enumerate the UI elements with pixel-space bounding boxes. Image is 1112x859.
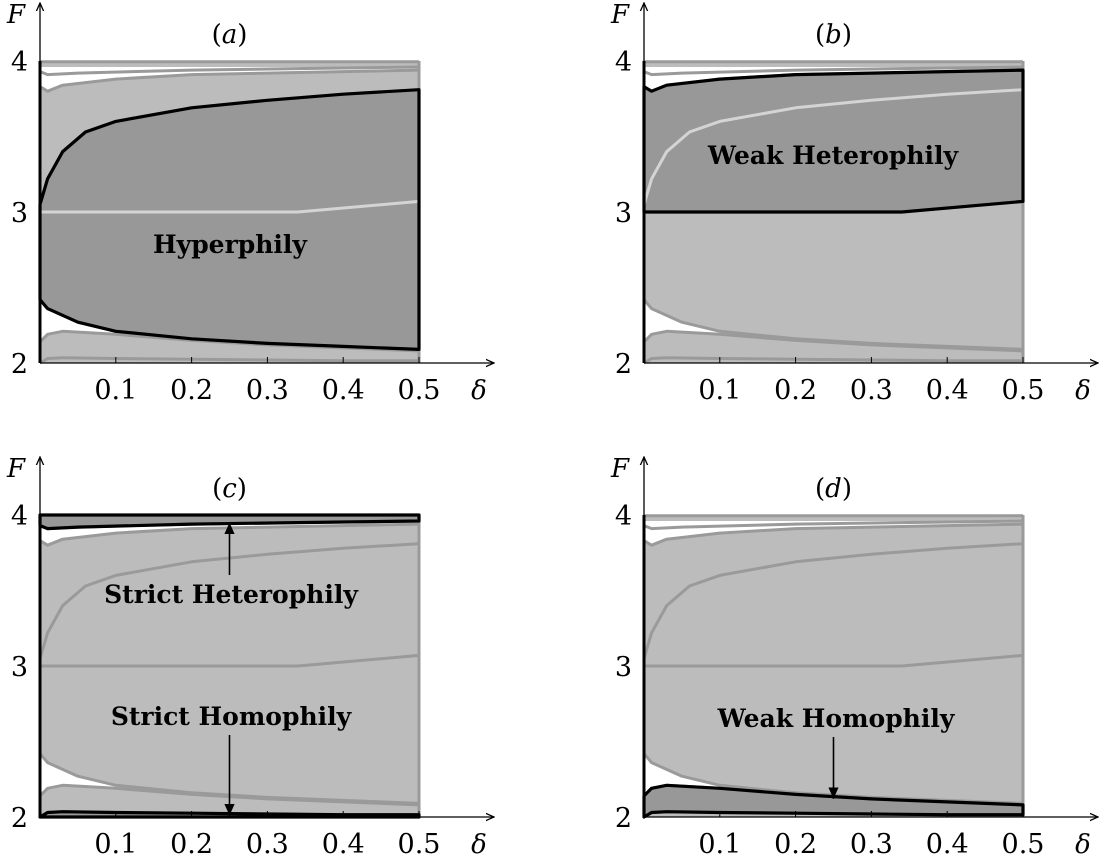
x-axis-label: δ [1075, 376, 1091, 406]
x-tick-label: 0.3 [246, 829, 289, 859]
panel-letter: a [222, 20, 238, 50]
panel-letter: d [825, 474, 842, 504]
bottom-inner-curve [39, 356, 419, 365]
weak-heterophily-region [644, 70, 1023, 212]
region-label: Hyperphily [153, 230, 308, 259]
y-tick-label: 4 [11, 501, 28, 532]
x-tick-label: 0.4 [926, 829, 969, 859]
panel-title: (a) [212, 20, 248, 50]
panel-b: 0.1 0.2 0.3 0.4 0.5 2 3 4 δ F (b) Weak Heterophily [610, 0, 1098, 406]
x-tick-label: 0.5 [1002, 375, 1045, 406]
y-tick-label: 4 [615, 47, 632, 78]
y-tick-label: 3 [11, 652, 28, 683]
y-tick-label: 2 [11, 349, 28, 380]
y-tick-label: 3 [11, 198, 28, 229]
panel-c: 0.1 0.2 0.3 0.4 0.5 2 3 4 δ F (c) Strict Heterophil… [6, 454, 494, 859]
panel-title: (c) [212, 474, 247, 504]
y-tick-label: 2 [615, 349, 632, 380]
x-tick-label: 0.4 [926, 375, 969, 406]
weak-homophily-region [644, 785, 1023, 817]
x-tick-label: 0.2 [170, 829, 213, 859]
strict-het-curve [643, 519, 1024, 531]
panel-letter: c [222, 474, 237, 504]
y-tick-label: 3 [615, 198, 632, 229]
f3-curve [40, 199, 420, 214]
x-tick-label: 0.5 [398, 375, 441, 406]
strict-heterophily-outline [38, 513, 421, 531]
hyperphily-region [40, 89, 419, 350]
f3-curve [40, 653, 420, 668]
x-tick-label: 0.4 [322, 829, 365, 859]
panel-d: 0.1 0.2 0.3 0.4 0.5 2 3 4 δ F (d) Weak Homophily [610, 454, 1098, 859]
bottom-white-curve [642, 329, 1024, 353]
y-tick-label: 2 [11, 803, 28, 834]
y-axis-label: F [610, 0, 630, 30]
region-label: Weak Homophily [717, 704, 956, 733]
x-tick-label: 0.4 [322, 375, 365, 406]
x-tick-label: 0.2 [774, 829, 817, 859]
f3-curve [644, 653, 1024, 668]
x-axis-label: δ [1075, 830, 1091, 859]
y-axis-label: F [6, 0, 26, 30]
hyperphily-outline [38, 88, 421, 351]
strict-het-curve [39, 65, 420, 77]
y-tick-label: 4 [615, 501, 632, 532]
x-tick-label: 0.5 [1002, 829, 1045, 859]
outer-top-curve [643, 522, 1024, 547]
region-label: Strict Heterophily [104, 580, 359, 609]
x-tick-label: 0.1 [94, 375, 137, 406]
y-tick-label: 2 [615, 803, 632, 834]
x-tick-label: 0.5 [398, 829, 441, 859]
panel-a: 0.1 0.2 0.3 0.4 0.5 2 3 4 δ F (a) Hyperphily [6, 0, 494, 406]
y-tick-label: 4 [11, 47, 28, 78]
x-tick-label: 0.1 [698, 829, 741, 859]
outer-top-curve [39, 68, 420, 93]
x-tick-label: 0.3 [850, 829, 893, 859]
region-label: Strict Homophily [111, 702, 353, 731]
y-axis-label: F [610, 454, 630, 484]
x-tick-label: 0.1 [94, 829, 137, 859]
x-axis-label: δ [471, 830, 487, 859]
hyper-top-curve [642, 88, 1024, 205]
y-tick-label: 3 [615, 652, 632, 683]
x-axis-label: δ [471, 376, 487, 406]
panel-letter: b [825, 20, 842, 50]
x-tick-label: 0.3 [850, 375, 893, 406]
panel-title: (b) [815, 20, 852, 50]
x-tick-label: 0.3 [246, 375, 289, 406]
y-axis-label: F [6, 454, 26, 484]
bottom-white-curve [38, 783, 420, 807]
hyper-top-curve [642, 542, 1024, 659]
x-tick-label: 0.1 [698, 375, 741, 406]
strict-het-curve [643, 65, 1024, 77]
outer-top-curve [39, 522, 420, 547]
hyper-top-curve [38, 542, 420, 659]
x-tick-label: 0.2 [170, 375, 213, 406]
weak-heterophily-outline [642, 68, 1025, 214]
x-tick-label: 0.2 [774, 375, 817, 406]
bottom-inner-curve [643, 356, 1023, 365]
region-label: Weak Heterophily [707, 141, 960, 170]
panel-title: (d) [815, 474, 852, 504]
